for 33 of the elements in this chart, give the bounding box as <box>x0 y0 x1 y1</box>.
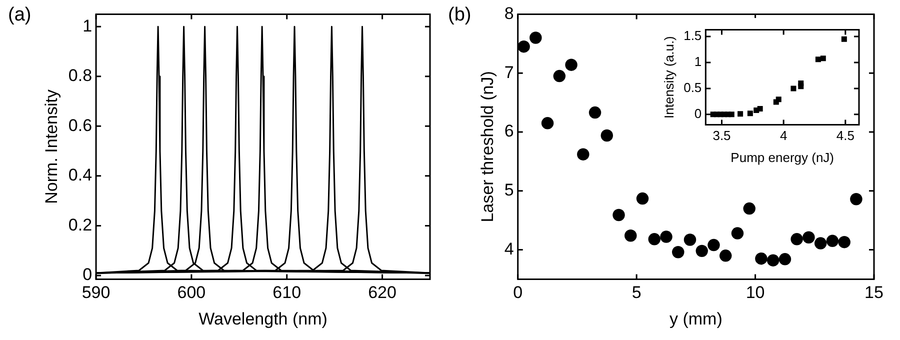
x-tick-label: 600 <box>177 283 206 302</box>
y-tick-label: 1 <box>82 16 92 36</box>
y-tick-label: 4 <box>504 239 514 258</box>
y-tick-label: 6 <box>504 122 514 141</box>
y-tick-label: 1.5 <box>684 28 702 44</box>
chart-title: (b) <box>448 4 472 26</box>
y-tick-label: 1 <box>694 54 702 70</box>
x-tick-label: 610 <box>272 283 302 302</box>
y-tick-label: 0.4 <box>68 166 92 185</box>
x-tick-label: 5 <box>632 283 642 302</box>
x-axis-title: Wavelength (nm) <box>198 309 328 328</box>
y-axis-title: Intensity (a.u.) <box>661 36 676 118</box>
x-axis-title: y (mm) <box>669 309 722 328</box>
y-axis-title: Laser threshold (nJ) <box>478 71 497 222</box>
x-tick-label: 15 <box>864 283 884 302</box>
chart-title: (a) <box>8 4 32 26</box>
x-tick-label: 620 <box>368 283 396 302</box>
x-tick-label: 10 <box>746 283 765 302</box>
y-tick-label: 0.6 <box>68 116 92 135</box>
x-tick-label: 4 <box>780 128 788 144</box>
y-tick-label: 8 <box>504 4 514 23</box>
y-tick-label: 0.8 <box>68 66 92 86</box>
y-tick-label: 7 <box>504 62 514 82</box>
y-tick-label: 0.2 <box>68 215 92 234</box>
x-tick-label: 590 <box>82 283 110 302</box>
y-axis-title: Norm. Intensity <box>42 89 61 204</box>
y-tick-label: 0 <box>82 265 92 284</box>
y-tick-label: 0.5 <box>684 80 702 96</box>
x-axis-title: Pump energy (nJ) <box>730 150 834 165</box>
x-tick-label: 4.5 <box>836 128 854 144</box>
y-tick-label: 5 <box>504 180 514 200</box>
x-tick-label: 3.5 <box>712 128 731 144</box>
y-tick-label: 0 <box>694 106 702 121</box>
